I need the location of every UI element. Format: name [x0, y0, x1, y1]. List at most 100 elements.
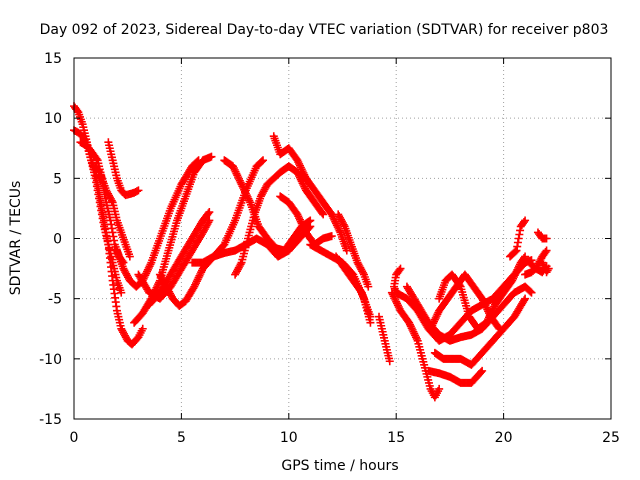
- data-point: [193, 275, 202, 284]
- data-point: [229, 164, 238, 173]
- data-point: [318, 209, 327, 218]
- data-point: [228, 162, 237, 171]
- data-point: [359, 268, 368, 277]
- data-point: [295, 215, 304, 224]
- data-point: [526, 287, 535, 296]
- data-point: [205, 208, 214, 217]
- data-point: [333, 223, 342, 232]
- data-point: [486, 309, 495, 318]
- series-arc-07: [130, 152, 216, 327]
- data-point: [334, 224, 343, 233]
- data-point: [204, 209, 213, 218]
- data-point: [295, 161, 304, 170]
- x-tick-label: 10: [280, 430, 298, 446]
- data-point: [300, 182, 309, 191]
- data-point: [230, 165, 239, 174]
- data-point: [542, 246, 551, 255]
- data-point: [299, 180, 308, 189]
- data-point: [239, 183, 248, 192]
- data-point: [488, 306, 497, 315]
- data-point: [142, 269, 151, 278]
- y-axis-label: SDTVAR / TECUs: [8, 181, 24, 296]
- data-point: [299, 223, 308, 232]
- data-point: [520, 296, 529, 305]
- data-point: [192, 277, 201, 286]
- data-point: [394, 303, 403, 312]
- data-point: [478, 366, 487, 375]
- data-point: [409, 327, 418, 336]
- data-point: [477, 368, 486, 377]
- data-point: [408, 325, 417, 334]
- data-point: [195, 271, 204, 280]
- data-point: [257, 157, 266, 166]
- data-point: [405, 318, 414, 327]
- data-point: [294, 212, 303, 221]
- data-point: [387, 288, 396, 297]
- series-arc-09: [145, 208, 214, 309]
- x-tick-label: 25: [602, 430, 620, 446]
- data-point: [432, 312, 441, 321]
- data-point: [259, 156, 268, 165]
- data-point: [455, 281, 464, 290]
- y-tick-label: -15: [39, 412, 62, 428]
- x-tick-label: 20: [495, 430, 513, 446]
- data-point: [509, 274, 518, 283]
- data-point: [298, 167, 307, 176]
- data-point: [293, 210, 302, 219]
- data-point: [143, 267, 152, 276]
- data-point: [296, 163, 305, 172]
- series-arc-30: [533, 228, 551, 243]
- data-point: [512, 267, 521, 276]
- series-arc-18: [332, 252, 375, 321]
- data-point: [388, 290, 397, 299]
- series-arc-12: [220, 156, 315, 255]
- data-point: [521, 294, 530, 303]
- data-point: [521, 252, 530, 261]
- data-point: [332, 221, 341, 230]
- data-point: [237, 180, 246, 189]
- data-point: [511, 269, 520, 278]
- data-point: [426, 324, 435, 333]
- data-point: [393, 299, 402, 308]
- data-point: [389, 292, 398, 301]
- data-point: [196, 269, 205, 278]
- data-point: [298, 179, 307, 188]
- y-tick-label: 15: [44, 51, 62, 67]
- series-arc-19: [334, 210, 373, 291]
- series-arc-32: [521, 262, 551, 279]
- data-point: [238, 182, 247, 191]
- data-point: [485, 311, 494, 320]
- data-point: [245, 196, 254, 205]
- data-point: [327, 232, 336, 241]
- data-point: [342, 246, 351, 255]
- data-point: [412, 334, 421, 343]
- data-point: [479, 298, 488, 307]
- data-point: [484, 313, 493, 322]
- x-tick-label: 0: [70, 430, 79, 446]
- data-point: [306, 222, 315, 231]
- series-arc-16: [276, 192, 336, 249]
- series-arc-04: [104, 138, 143, 200]
- data-point: [541, 263, 550, 272]
- data-point: [508, 276, 517, 285]
- data-point: [510, 271, 519, 280]
- data-point: [332, 219, 341, 228]
- data-point: [542, 234, 551, 243]
- data-point: [511, 247, 520, 256]
- y-tick-label: 0: [53, 232, 62, 248]
- data-point: [242, 191, 251, 200]
- data-point: [541, 248, 550, 257]
- data-point: [430, 317, 439, 326]
- chart-title: Day 092 of 2023, Sidereal Day-to-day VTE…: [40, 22, 609, 38]
- data-point: [297, 165, 306, 174]
- y-tick-label: 5: [53, 171, 62, 187]
- data-point: [484, 315, 493, 324]
- data-point: [521, 216, 530, 225]
- data-point: [433, 310, 442, 319]
- data-point: [513, 265, 522, 274]
- data-point: [207, 152, 216, 161]
- data-point: [339, 220, 348, 229]
- data-point: [494, 323, 503, 332]
- data-point: [331, 217, 340, 226]
